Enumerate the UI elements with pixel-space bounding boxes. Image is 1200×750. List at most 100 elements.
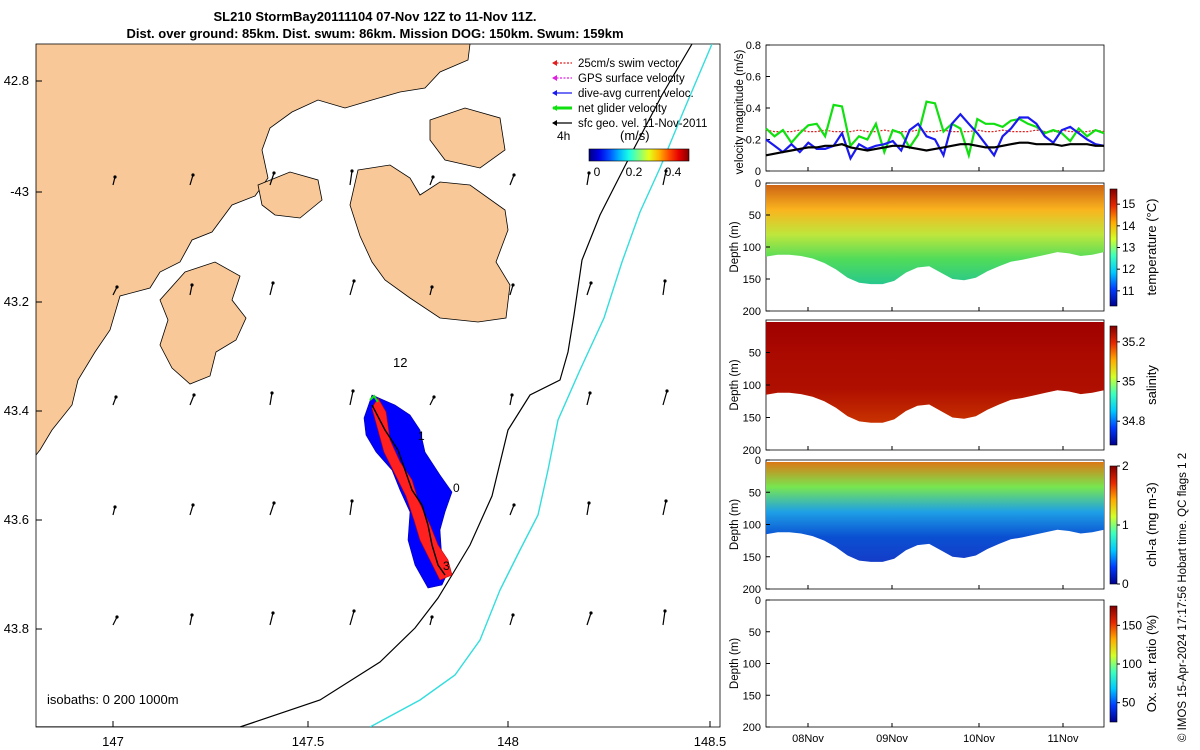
current-arrow bbox=[189, 394, 195, 406]
chlorophyll-colorbar-label: chl-a (mg m-3) bbox=[1144, 482, 1159, 567]
eastern-peninsula bbox=[349, 164, 511, 323]
temperature-colorbar-tick-label: 15 bbox=[1122, 197, 1136, 211]
map-x-tick-label: 148.5 bbox=[694, 734, 727, 749]
legend-arrowhead-1 bbox=[552, 75, 557, 81]
current-arrow-head bbox=[115, 615, 119, 619]
oxygen-y-tick-label: 0 bbox=[755, 595, 761, 607]
current-arrow bbox=[349, 170, 353, 186]
map-colorbar bbox=[588, 148, 690, 162]
footer-note: © IMOS 15-Apr-2024 17:17:56 Hobart time.… bbox=[1177, 452, 1189, 742]
current-arrow bbox=[662, 390, 668, 406]
tasman-peninsula bbox=[159, 261, 247, 385]
current-arrow bbox=[189, 504, 194, 516]
current-arrow-head bbox=[191, 503, 195, 507]
date-tick-label-2: 10Nov bbox=[963, 733, 995, 745]
current-arrow-head bbox=[432, 395, 436, 399]
map-x-tick-label: 147.5 bbox=[292, 734, 325, 749]
velocity-series-dive-avg-current bbox=[765, 112, 1105, 162]
current-arrow-head bbox=[431, 175, 435, 179]
temperature-colorbar-tick-label: 12 bbox=[1122, 262, 1136, 276]
current-arrow bbox=[586, 612, 592, 626]
current-arrow bbox=[586, 282, 592, 296]
current-arrow bbox=[349, 390, 354, 406]
legend-label-1: GPS surface velocity bbox=[578, 73, 685, 85]
temperature-colorbar-label: temperature (°C) bbox=[1144, 199, 1159, 296]
current-arrow-head bbox=[665, 389, 669, 393]
current-arrow bbox=[269, 392, 273, 406]
chlorophyll-ylabel: Depth (m) bbox=[729, 499, 741, 550]
current-arrow bbox=[269, 502, 275, 516]
current-arrow-head bbox=[512, 173, 516, 177]
time-label: 4h bbox=[557, 129, 570, 143]
temperature-colorbar-tick-label: 13 bbox=[1122, 241, 1136, 255]
current-arrow bbox=[586, 392, 591, 406]
current-arrow-head bbox=[190, 613, 194, 617]
current-arrow bbox=[189, 284, 193, 296]
map-x-tick-label: 148 bbox=[497, 734, 519, 749]
current-arrow-head bbox=[191, 173, 195, 177]
legend-arrowhead-0 bbox=[552, 60, 557, 66]
current-arrow-head bbox=[352, 609, 356, 613]
map-colorbar-tick-1: 0.2 bbox=[626, 165, 643, 179]
salinity-y-tick-label: 200 bbox=[743, 445, 761, 457]
chlorophyll-y-tick-label: 200 bbox=[743, 584, 761, 596]
legend-label-2: dive-avg current veloc. bbox=[578, 88, 694, 100]
current-arrow-head bbox=[587, 501, 591, 505]
oxygen-colorbar-tick-label: 150 bbox=[1122, 618, 1142, 632]
salinity-colorbar-tick-label: 35.2 bbox=[1122, 335, 1146, 349]
current-arrow-head bbox=[511, 613, 515, 617]
current-arrow-head bbox=[350, 169, 354, 173]
label-12: 12 bbox=[393, 355, 407, 370]
current-arrow bbox=[662, 170, 667, 186]
temperature-colorbar-tick-label: 14 bbox=[1122, 219, 1136, 233]
current-arrow-head bbox=[270, 391, 274, 395]
current-arrow-head bbox=[587, 171, 591, 175]
velocity-series-net-glider-velocity bbox=[765, 100, 1105, 160]
oxygen-y-tick-label: 100 bbox=[743, 659, 761, 671]
map-colorbar-title: (m/s) bbox=[620, 128, 650, 143]
temperature-y-tick-label: 200 bbox=[743, 306, 761, 318]
isobath-200m bbox=[36, 44, 693, 727]
chlorophyll-colorbar bbox=[1109, 465, 1118, 585]
chlorophyll-y-tick-label: 150 bbox=[743, 552, 761, 564]
map-y-tick-label: 43.8 bbox=[4, 621, 29, 636]
temperature-y-tick-label: 100 bbox=[743, 242, 761, 254]
net-glider-velocity-mark bbox=[369, 394, 379, 403]
oxygen-frame bbox=[765, 599, 1105, 728]
current-arrow-head bbox=[272, 501, 276, 505]
oxygen-y-tick-label: 50 bbox=[749, 627, 761, 639]
current-arrow-head bbox=[113, 505, 117, 509]
oxygen-colorbar-tick-label: 50 bbox=[1122, 696, 1136, 710]
current-arrow bbox=[189, 174, 194, 186]
velocity-y-tick-label: 0.2 bbox=[746, 135, 761, 147]
date-tick-label-0: 08Nov bbox=[792, 733, 824, 745]
velocity-y-tick-label: 0.4 bbox=[746, 103, 761, 115]
chlorophyll-y-tick-label: 0 bbox=[755, 455, 761, 467]
current-arrow bbox=[662, 280, 666, 296]
map-y-tick-label: 43.2 bbox=[4, 294, 29, 309]
current-arrow-head bbox=[113, 175, 117, 179]
legend-label-3: net glider velocity bbox=[578, 103, 667, 115]
map-layer: 12 1 0 3 isobaths: 0 200 1000m bbox=[36, 44, 713, 727]
maria-island bbox=[429, 107, 506, 169]
current-arrow bbox=[509, 394, 513, 406]
chlorophyll-colorbar-tick-label: 0 bbox=[1122, 577, 1129, 591]
current-arrow-head bbox=[510, 393, 514, 397]
current-arrow bbox=[662, 500, 667, 516]
salinity-y-tick-label: 50 bbox=[749, 348, 761, 360]
current-arrow-head bbox=[430, 285, 434, 289]
isobath-1000m bbox=[369, 44, 713, 727]
current-arrow bbox=[586, 502, 590, 516]
chlorophyll-y-tick-label: 50 bbox=[749, 487, 761, 499]
temperature-colorbar-tick-label: 11 bbox=[1122, 284, 1135, 298]
current-arrow-head bbox=[190, 283, 194, 287]
velocity-y-tick-label: 0.8 bbox=[746, 40, 761, 52]
current-arrow-head bbox=[512, 503, 516, 507]
current-arrow bbox=[269, 612, 274, 626]
current-arrow-head bbox=[271, 281, 275, 285]
current-arrow-head bbox=[114, 395, 118, 399]
current-arrow-head bbox=[664, 499, 668, 503]
current-arrow-head bbox=[664, 169, 668, 173]
tasmania-mainland bbox=[36, 44, 471, 456]
map-y-tick-label: -43 bbox=[10, 184, 29, 199]
